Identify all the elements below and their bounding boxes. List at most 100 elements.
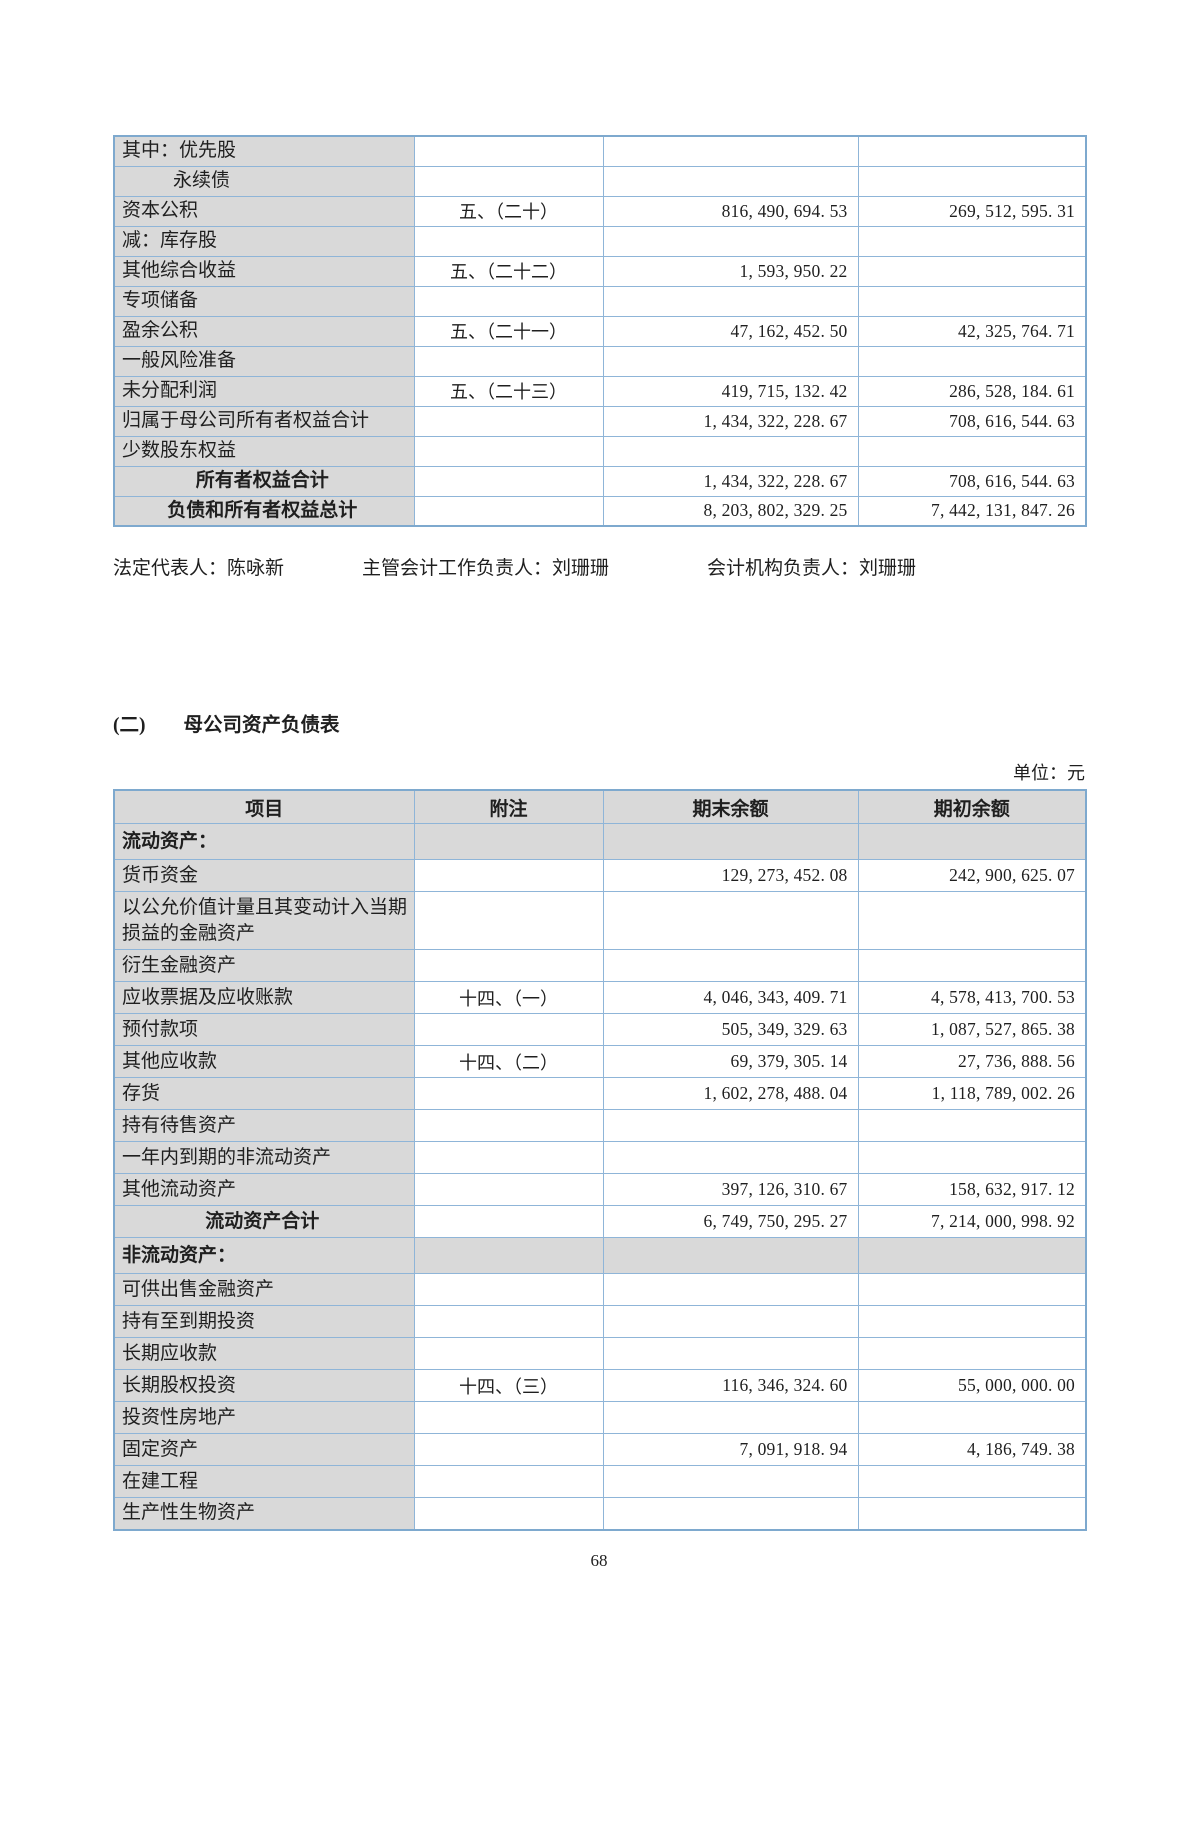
begin-balance-cell — [857, 1237, 1087, 1274]
item-label-cell: 一年内到期的非流动资产 — [113, 1141, 415, 1174]
header-note: 附注 — [413, 789, 604, 824]
note-cell: 十四、（三） — [413, 1369, 604, 1402]
note-cell — [413, 1205, 604, 1238]
note-cell — [413, 495, 604, 527]
item-label-cell: 一般风险准备 — [113, 345, 415, 377]
section-title: 母公司资产负债表 — [183, 715, 340, 736]
end-balance-cell: 397, 126, 310. 67 — [602, 1173, 859, 1206]
begin-balance-cell: 42, 325, 764. 71 — [857, 315, 1087, 347]
item-label-cell: 资本公积 — [113, 195, 415, 227]
begin-balance-cell: 4, 186, 749. 38 — [857, 1433, 1087, 1466]
balance-sheet-row: 长期应收款 — [113, 1337, 1087, 1370]
note-cell: 五、（二十） — [413, 195, 604, 227]
section-heading: (二) 母公司资产负债表 — [113, 713, 1085, 739]
begin-balance-cell: 708, 616, 544. 63 — [857, 405, 1087, 437]
begin-balance-cell — [857, 1305, 1087, 1338]
note-cell: 五、（二十一） — [413, 315, 604, 347]
note-cell — [413, 1237, 604, 1274]
end-balance-cell: 129, 273, 452. 08 — [602, 859, 859, 892]
balance-sheet-row: 流动资产： — [113, 823, 1087, 860]
end-balance-cell — [602, 1109, 859, 1142]
balance-sheet-row: 在建工程 — [113, 1465, 1087, 1498]
equity-row: 负债和所有者权益总计 8, 203, 802, 329. 25 7, 442, 13… — [113, 495, 1087, 527]
item-label-cell: 未分配利润 — [113, 375, 415, 407]
item-label-cell: 专项储备 — [113, 285, 415, 317]
end-balance-cell — [602, 135, 859, 167]
end-balance-cell — [602, 435, 859, 467]
item-label-cell: 其他综合收益 — [113, 255, 415, 287]
begin-balance-cell: 158, 632, 917. 12 — [857, 1173, 1087, 1206]
note-cell — [413, 165, 604, 197]
note-cell: 十四、（二） — [413, 1045, 604, 1078]
balance-sheet-row: 预付款项 505, 349, 329. 63 1, 087, 527, 865. 3… — [113, 1013, 1087, 1046]
equity-row: 减：库存股 — [113, 225, 1087, 257]
item-label-cell: 盈余公积 — [113, 315, 415, 347]
item-label-cell: 在建工程 — [113, 1465, 415, 1498]
item-label-cell: 流动资产合计 — [113, 1205, 415, 1238]
accounting-head-label: 会计机构负责人：刘珊珊 — [707, 558, 917, 579]
begin-balance-cell — [857, 823, 1087, 860]
begin-balance-cell — [857, 1141, 1087, 1174]
item-label-cell: 预付款项 — [113, 1013, 415, 1046]
begin-balance-cell — [857, 345, 1087, 377]
note-cell — [413, 891, 604, 950]
balance-sheet-row: 存货 1, 602, 278, 488. 04 1, 118, 789, 002. … — [113, 1077, 1087, 1110]
balance-sheet-row: 可供出售金融资产 — [113, 1273, 1087, 1306]
signature-line: 法定代表人：陈咏新 主管会计工作负责人：刘珊珊 会计机构负责人：刘珊珊 — [113, 557, 1085, 581]
note-cell: 十四、（一） — [413, 981, 604, 1014]
balance-sheet-row: 以公允价值计量且其变动计入当期损益的金融资产 — [113, 891, 1087, 950]
begin-balance-cell — [857, 1109, 1087, 1142]
begin-balance-cell: 1, 118, 789, 002. 26 — [857, 1077, 1087, 1110]
end-balance-cell: 69, 379, 305. 14 — [602, 1045, 859, 1078]
begin-balance-cell — [857, 1337, 1087, 1370]
item-label-cell: 归属于母公司所有者权益合计 — [113, 405, 415, 437]
balance-sheet-row: 流动资产合计 6, 749, 750, 295. 27 7, 214, 000, 9… — [113, 1205, 1087, 1238]
note-cell — [413, 949, 604, 982]
begin-balance-cell: 7, 214, 000, 998. 92 — [857, 1205, 1087, 1238]
balance-sheet-row: 应收票据及应收账款 十四、（一） 4, 046, 343, 409. 71 4, 57… — [113, 981, 1087, 1014]
note-cell — [413, 1433, 604, 1466]
note-cell — [413, 1141, 604, 1174]
parent-company-balance-sheet-table: 项目 附注 期末余额 期初余额 流动资产： 货币资金 129, 273, 452. … — [113, 789, 1087, 1531]
end-balance-cell — [602, 1273, 859, 1306]
end-balance-cell: 6, 749, 750, 295. 27 — [602, 1205, 859, 1238]
note-cell — [413, 1465, 604, 1498]
end-balance-cell — [602, 345, 859, 377]
begin-balance-cell — [857, 225, 1087, 257]
note-cell: 五、（二十二） — [413, 255, 604, 287]
begin-balance-cell — [857, 135, 1087, 167]
end-balance-cell: 419, 715, 132. 42 — [602, 375, 859, 407]
end-balance-cell: 1, 602, 278, 488. 04 — [602, 1077, 859, 1110]
equity-row: 盈余公积 五、（二十一） 47, 162, 452. 50 42, 325, 764.… — [113, 315, 1087, 347]
begin-balance-cell — [857, 165, 1087, 197]
begin-balance-cell: 55, 000, 000. 00 — [857, 1369, 1087, 1402]
item-label-cell: 可供出售金融资产 — [113, 1273, 415, 1306]
item-label-cell: 长期股权投资 — [113, 1369, 415, 1402]
note-cell — [413, 1337, 604, 1370]
begin-balance-cell — [857, 1273, 1087, 1306]
item-label-cell: 其中：优先股 — [113, 135, 415, 167]
note-cell — [413, 1013, 604, 1046]
end-balance-cell: 7, 091, 918. 94 — [602, 1433, 859, 1466]
end-balance-cell — [602, 1305, 859, 1338]
equity-row: 资本公积 五、（二十） 816, 490, 694. 53 269, 512, 595… — [113, 195, 1087, 227]
chief-accountant-label: 主管会计工作负责人：刘珊珊 — [362, 558, 610, 579]
balance-sheet-row: 生产性生物资产 — [113, 1497, 1087, 1530]
note-cell — [413, 823, 604, 860]
note-cell — [413, 1273, 604, 1306]
end-balance-cell — [602, 1401, 859, 1434]
balance-sheet-row: 持有待售资产 — [113, 1109, 1087, 1142]
end-balance-cell: 8, 203, 802, 329. 25 — [602, 495, 859, 527]
item-label-cell: 货币资金 — [113, 859, 415, 892]
balance-sheet-row: 衍生金融资产 — [113, 949, 1087, 982]
balance-sheet-row: 投资性房地产 — [113, 1401, 1087, 1434]
note-cell — [413, 859, 604, 892]
balance-sheet-row: 其他应收款 十四、（二） 69, 379, 305. 14 27, 736, 888.… — [113, 1045, 1087, 1078]
note-cell — [413, 135, 604, 167]
end-balance-cell — [602, 1141, 859, 1174]
begin-balance-cell: 27, 736, 888. 56 — [857, 1045, 1087, 1078]
end-balance-cell — [602, 823, 859, 860]
end-balance-cell — [602, 1497, 859, 1530]
item-label-cell: 所有者权益合计 — [113, 465, 415, 497]
item-label-cell: 少数股东权益 — [113, 435, 415, 467]
